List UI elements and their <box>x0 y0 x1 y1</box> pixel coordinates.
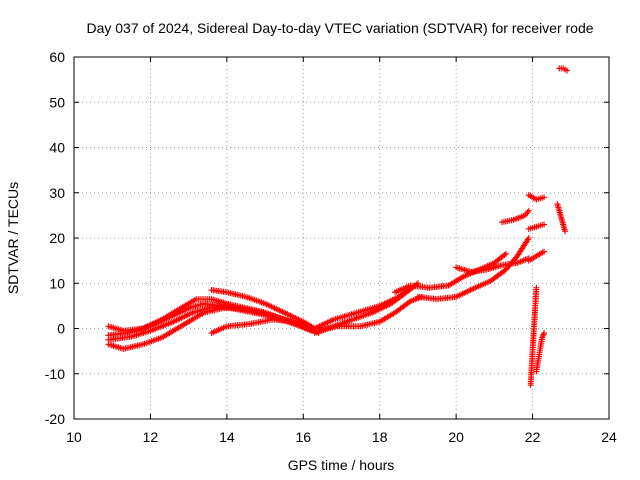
y-tick-label: 0 <box>57 321 65 337</box>
x-tick-label: 22 <box>525 429 541 445</box>
data-point <box>502 250 509 257</box>
series-arc-14 <box>525 192 548 203</box>
data-point <box>541 221 548 228</box>
tick-labels: 10 12 14 16 18 20 22 24 -20 -10 0 10 20 30 40 50 60 <box>45 49 617 445</box>
y-tick-label: 20 <box>49 230 65 246</box>
data-point <box>562 228 569 235</box>
data-point <box>541 194 548 201</box>
grid <box>74 57 609 419</box>
series-arc-19 <box>554 201 569 235</box>
series-arc-9 <box>315 293 425 334</box>
x-tick-label: 10 <box>66 429 82 445</box>
series-arc-20 <box>556 65 570 74</box>
y-tick-label: 40 <box>49 140 65 156</box>
series-arc-15 <box>525 221 548 232</box>
x-axis-label: GPS time / hours <box>288 457 395 473</box>
y-axis-label: SDTVAR / TECUs <box>5 182 21 294</box>
data-point <box>539 333 546 340</box>
x-tick-label: 24 <box>601 429 617 445</box>
data-point <box>525 235 532 241</box>
chart-title: Day 037 of 2024, Sidereal Day-to-day VTE… <box>86 20 593 36</box>
y-tick-label: 10 <box>49 275 65 291</box>
data-point <box>541 330 548 337</box>
series-arc-16 <box>525 248 548 264</box>
x-tick-label: 12 <box>143 429 159 445</box>
series-arc-18 <box>533 330 548 375</box>
series-arc-8 <box>311 284 414 332</box>
data-point <box>563 67 570 74</box>
series-arc-13 <box>499 207 532 226</box>
series-arc-5 <box>208 287 318 332</box>
y-tick-label: -20 <box>45 411 65 427</box>
data-point <box>533 284 540 291</box>
y-tick-label: 50 <box>49 94 65 110</box>
data-points <box>105 65 570 389</box>
x-tick-label: 18 <box>372 429 388 445</box>
x-tick-label: 16 <box>295 429 311 445</box>
y-tick-label: -10 <box>45 366 65 382</box>
x-tick-label: 20 <box>448 429 464 445</box>
data-point <box>525 207 532 214</box>
series-arc-12 <box>453 255 532 275</box>
plot-frame <box>73 56 610 420</box>
data-point <box>541 248 548 255</box>
series-arc-17 <box>527 284 540 389</box>
x-tick-label: 14 <box>219 429 235 445</box>
y-tick-label: 30 <box>49 185 65 201</box>
y-tick-label: 60 <box>49 49 65 65</box>
data-point <box>405 299 412 306</box>
series-arc-11 <box>414 235 532 303</box>
series-arc-6 <box>208 316 318 337</box>
data-point <box>501 251 508 258</box>
